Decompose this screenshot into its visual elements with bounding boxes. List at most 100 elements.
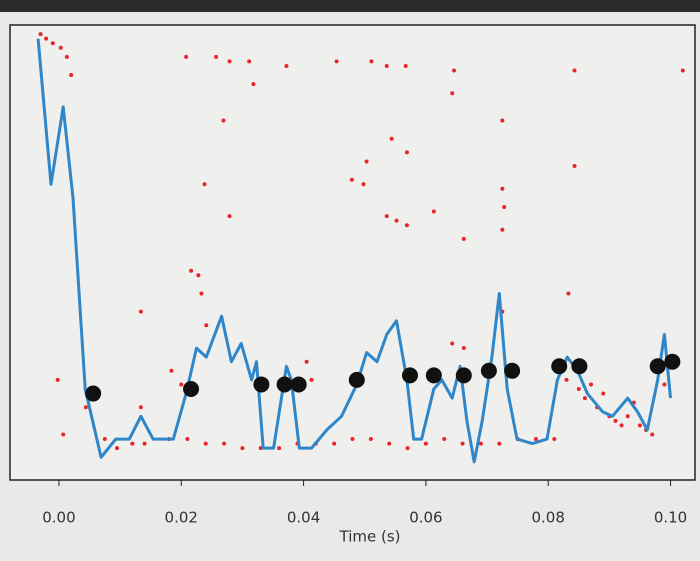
scatter-point — [423, 441, 428, 446]
scatter-point — [405, 446, 410, 451]
scatter-point — [251, 82, 256, 87]
peak-dot — [276, 376, 293, 393]
peak-dot — [480, 362, 497, 379]
scatter-point — [334, 59, 339, 64]
scatter-point — [552, 437, 557, 442]
scatter-point — [389, 136, 394, 141]
scatter-point — [130, 441, 135, 446]
scatter-point — [102, 437, 107, 442]
scatter-point — [431, 209, 436, 214]
scatter-point — [214, 54, 219, 59]
scatter-point — [572, 68, 577, 73]
x-tick-label: 0.08 — [532, 509, 565, 527]
scatter-point — [500, 118, 505, 123]
peak-dot — [455, 367, 472, 384]
scatter-point — [662, 382, 667, 387]
scatter-point — [576, 387, 581, 391]
x-axis-label: Time (s) — [339, 528, 401, 546]
scatter-point — [55, 377, 60, 382]
scatter-point — [497, 441, 502, 446]
scatter-point — [185, 437, 190, 442]
peak-dot — [348, 371, 365, 388]
peak-dot — [649, 358, 666, 375]
scatter-point — [142, 441, 147, 446]
scatter-point — [227, 214, 232, 219]
peak-dot — [551, 358, 568, 375]
scatter-point — [44, 36, 49, 41]
x-tick-label: 0.06 — [409, 509, 442, 527]
scatter-point — [404, 150, 409, 155]
scatter-point — [460, 441, 465, 446]
scatter-point — [277, 446, 282, 451]
peak-dot — [183, 381, 200, 397]
scatter-point — [58, 45, 63, 50]
scatter-point — [179, 382, 184, 387]
scatter-point — [332, 441, 337, 446]
peak-dot — [290, 376, 307, 393]
scatter-point — [199, 291, 204, 296]
x-tick-label: 0.00 — [42, 509, 75, 527]
scatter-point — [502, 205, 507, 209]
scatter-point — [221, 118, 226, 123]
scatter-point — [589, 382, 594, 387]
scatter-point — [196, 273, 201, 278]
scatter-point — [304, 359, 309, 364]
plot-frame — [9, 24, 696, 481]
scatter-point — [247, 59, 252, 64]
scatter-point — [184, 54, 189, 59]
scatter-point — [564, 377, 569, 382]
peak-dot — [504, 362, 521, 379]
scatter-point — [38, 32, 43, 37]
scatter-point — [115, 446, 120, 451]
scatter-point — [500, 186, 505, 191]
scatter-point — [450, 91, 455, 96]
scatter-point — [387, 441, 392, 446]
scatter-point — [204, 323, 209, 328]
scatter-point — [83, 405, 88, 410]
scatter-point — [64, 54, 69, 59]
peak-dot — [425, 367, 442, 384]
scatter-point — [138, 405, 143, 410]
scatter-point — [189, 268, 194, 273]
scatter-point — [361, 182, 366, 187]
scatter-point — [478, 441, 483, 446]
scatter-point — [625, 414, 630, 419]
signal-line — [36, 38, 672, 464]
scatter-point — [284, 63, 289, 68]
scatter-point — [404, 223, 409, 228]
scatter-point — [452, 68, 457, 73]
scatter-point — [533, 437, 538, 442]
peak-dot — [571, 358, 588, 375]
scatter-point — [637, 423, 642, 428]
scatter-point — [202, 182, 207, 187]
scatter-point — [368, 437, 373, 442]
scatter-point — [61, 432, 66, 437]
scatter-point — [613, 418, 618, 423]
scatter-point — [222, 441, 227, 446]
scatter-point — [403, 63, 408, 68]
scatter-point — [169, 368, 174, 373]
scatter-point — [350, 437, 355, 442]
scatter-point — [601, 391, 606, 396]
x-tick-label: 0.02 — [165, 509, 198, 527]
scatter-point — [650, 432, 655, 437]
scatter-point — [450, 341, 455, 346]
scatter-point — [69, 73, 74, 78]
scatter-point — [582, 396, 587, 401]
scatter-point — [461, 236, 466, 241]
scatter-point — [227, 59, 232, 64]
scatter-point — [500, 227, 505, 232]
peak-dot — [401, 367, 418, 384]
scatter-point — [566, 291, 571, 296]
scatter-point — [364, 159, 369, 164]
scatter-point — [384, 214, 389, 219]
scatter-point — [50, 41, 55, 46]
scatter-point — [680, 68, 685, 73]
peak-dot — [253, 376, 270, 393]
scatter-point — [349, 177, 354, 182]
scatter-point — [442, 437, 447, 442]
peak-dot — [85, 385, 102, 402]
scatter-point — [369, 59, 374, 64]
